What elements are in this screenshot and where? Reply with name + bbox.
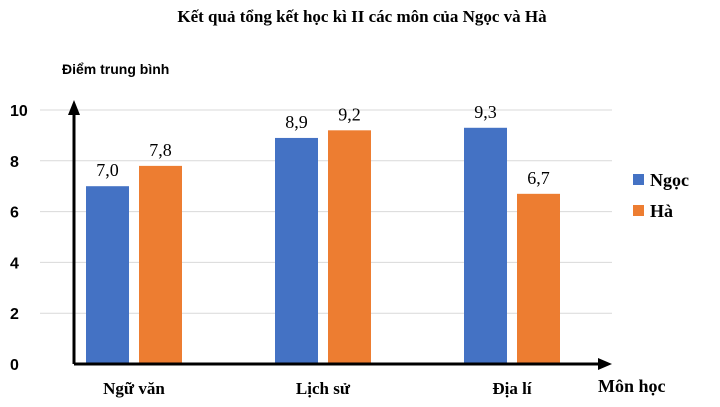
data-label: 7,0 [96, 160, 119, 180]
y-axis-arrow [68, 100, 80, 115]
y-tick-label: 4 [10, 255, 19, 272]
y-tick-label: 0 [10, 357, 19, 374]
data-label: 8,9 [285, 112, 308, 132]
x-axis-arrow [598, 358, 612, 370]
data-labels: 7,0 7,8 8,9 9,2 9,3 6,7 [96, 102, 550, 188]
bars [86, 127, 560, 364]
axes [68, 100, 612, 370]
legend-swatch [633, 205, 644, 216]
y-axis-label: Điểm trung bình [62, 61, 169, 77]
category-labels: Ngữ văn Lịch sử Địa lí [103, 379, 532, 398]
data-label: 9,3 [474, 102, 497, 122]
category-label: Ngữ văn [103, 379, 165, 398]
x-axis-label: Môn học [598, 376, 666, 396]
bar [139, 165, 182, 364]
gridlines [40, 109, 612, 314]
bar [328, 130, 371, 364]
bar [517, 193, 560, 364]
data-label: 9,2 [338, 104, 361, 124]
data-label: 7,8 [149, 140, 172, 160]
legend: Ngọc Hà [633, 170, 689, 221]
legend-label: Ngọc [650, 170, 689, 190]
category-label: Lịch sử [296, 379, 351, 398]
category-label: Địa lí [492, 379, 531, 398]
bar [86, 186, 129, 364]
y-tick-label: 8 [10, 154, 19, 171]
chart-title: Kết quả tổng kết học kì II các môn của N… [177, 7, 547, 26]
y-tick-label: 10 [10, 103, 28, 120]
legend-swatch [633, 174, 644, 185]
y-tick-label: 6 [10, 205, 19, 222]
legend-label: Hà [650, 201, 673, 221]
data-label: 6,7 [527, 168, 550, 188]
bar [464, 127, 507, 364]
y-tick-label: 2 [10, 306, 19, 323]
bar [275, 137, 318, 364]
y-ticks: 0 2 4 6 8 10 [10, 103, 28, 374]
